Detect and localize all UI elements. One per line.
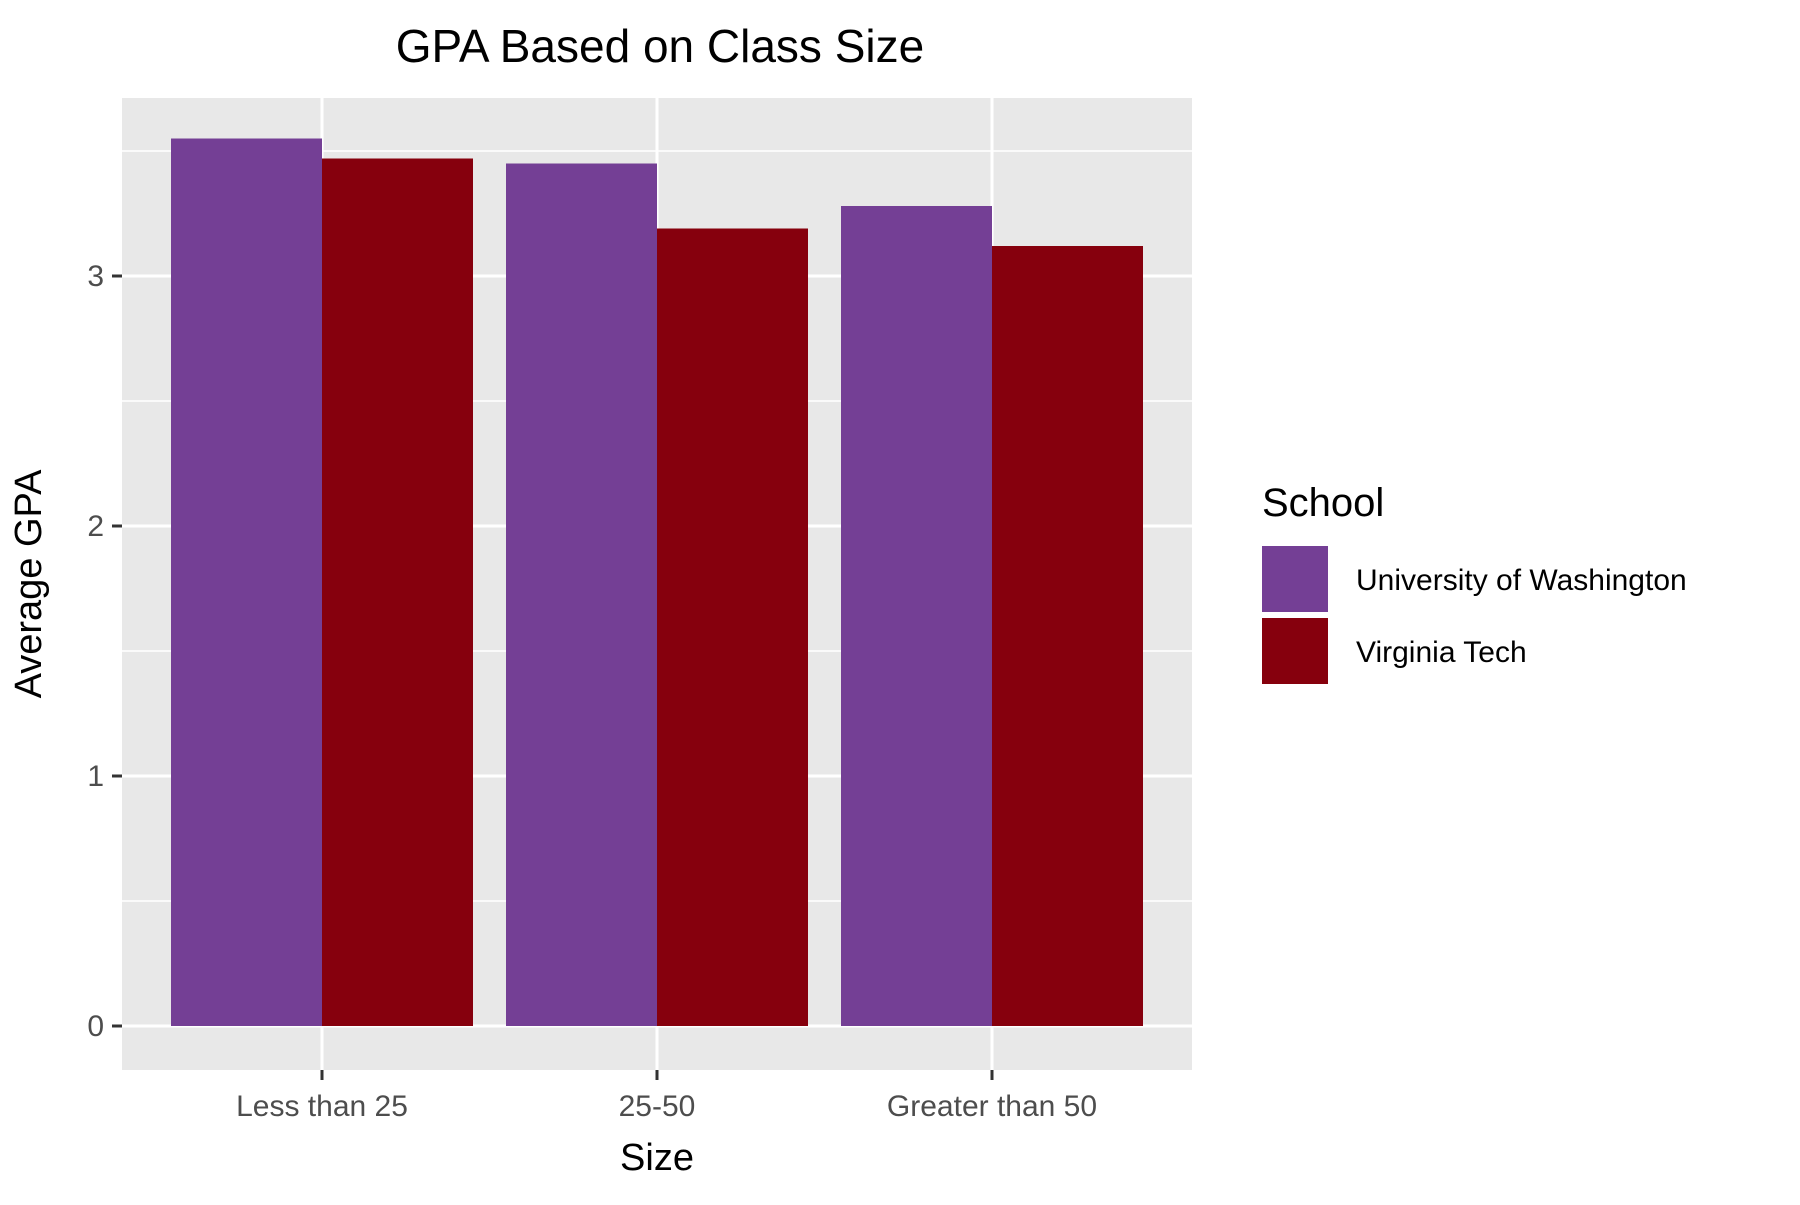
bars	[171, 138, 1143, 1026]
y-tick-label: 3	[87, 260, 104, 293]
legend-title: School	[1262, 481, 1384, 525]
legend-label: University of Washington	[1356, 564, 1687, 597]
legend-swatch	[1262, 546, 1328, 612]
bar-vt-1	[657, 228, 808, 1026]
x-tick-label: Less than 25	[236, 1090, 408, 1123]
chart-title: GPA Based on Class Size	[396, 20, 924, 72]
x-tick-label: Greater than 50	[887, 1090, 1097, 1123]
bar-vt-2	[992, 246, 1143, 1026]
legend-label: Virginia Tech	[1356, 636, 1527, 669]
legend: School University of Washington Virginia …	[1262, 481, 1687, 684]
y-tick-label: 2	[87, 510, 104, 543]
bar-uw-2	[841, 206, 992, 1026]
bar-uw-0	[171, 138, 322, 1026]
legend-swatch	[1262, 618, 1328, 684]
bar-vt-0	[322, 158, 473, 1026]
y-tick-label: 0	[87, 1010, 104, 1043]
x-tick-label: 25-50	[619, 1090, 696, 1123]
y-axis-title: Average GPA	[8, 469, 50, 698]
y-axis: 0 1 2 3	[87, 260, 122, 1043]
x-axis: Less than 25 25-50 Greater than 50	[236, 1070, 1097, 1123]
bar-uw-1	[506, 163, 657, 1026]
x-axis-title: Size	[620, 1137, 694, 1179]
y-tick-label: 1	[87, 760, 104, 793]
legend-items: University of Washington Virginia Tech	[1262, 546, 1687, 684]
